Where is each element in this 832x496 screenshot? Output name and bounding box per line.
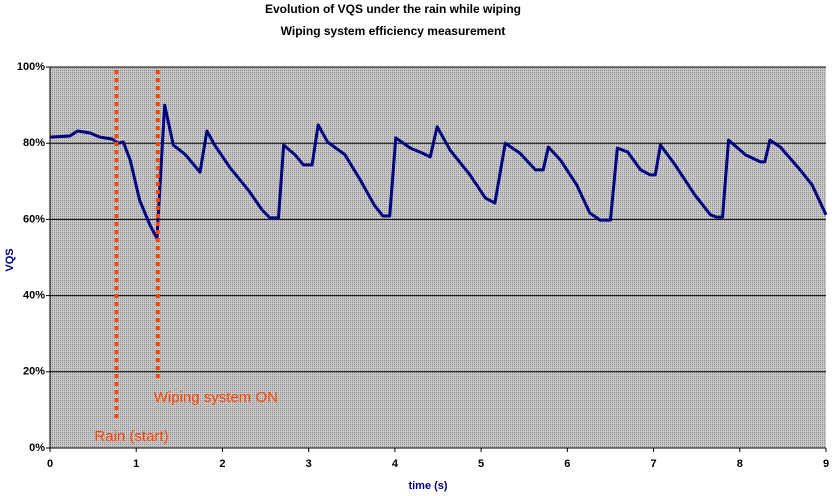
x-tick-label: 2 [219, 458, 225, 470]
annotation-label: Rain (start) [94, 428, 168, 445]
y-axis-label: VQS [4, 248, 16, 271]
x-tick-label: 8 [737, 458, 743, 470]
y-tick-label: 0% [29, 442, 45, 454]
x-tick-label: 5 [478, 458, 484, 470]
annotation-label: Wiping system ON [154, 389, 278, 406]
y-tick-label: 80% [23, 137, 45, 149]
x-tick-label: 7 [650, 458, 656, 470]
y-tick-label: 100% [17, 61, 45, 73]
x-tick-label: 9 [823, 458, 829, 470]
x-tick-label: 6 [564, 458, 570, 470]
y-tick-label: 20% [23, 366, 45, 378]
x-axis-label: time (s) [408, 480, 447, 492]
chart-subtitle: Wiping system efficiency measurement [281, 24, 506, 38]
x-tick-label: 0 [47, 458, 53, 470]
y-tick-label: 40% [23, 290, 45, 302]
x-tick-label: 4 [392, 458, 399, 470]
chart-title: Evolution of VQS under the rain while wi… [265, 2, 521, 16]
x-tick-label: 1 [133, 458, 139, 470]
y-tick-label: 60% [23, 213, 45, 225]
x-tick-label: 3 [306, 458, 312, 470]
data-line [49, 103, 828, 240]
